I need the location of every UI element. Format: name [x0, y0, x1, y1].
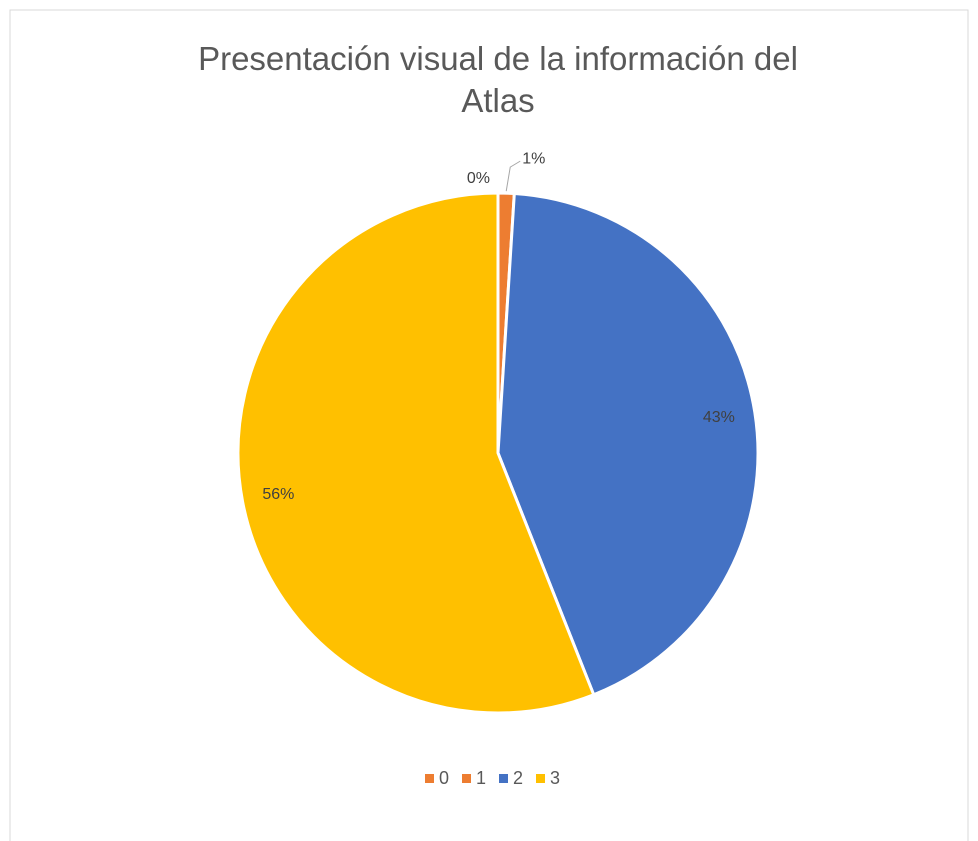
- legend-swatch: [499, 774, 508, 783]
- data-label: 1%: [522, 150, 545, 167]
- legend-label: 1: [476, 768, 486, 788]
- data-label: 56%: [262, 486, 294, 503]
- legend-swatch: [462, 774, 471, 783]
- legend-label: 0: [439, 768, 449, 788]
- legend-label: 3: [550, 768, 560, 788]
- legend-swatch: [425, 774, 434, 783]
- chart-border: [9, 9, 969, 841]
- legend-label: 2: [513, 768, 523, 788]
- pie-slice: [496, 191, 760, 697]
- chart-title: Presentación visual de la información de…: [198, 40, 798, 119]
- leader-line: [505, 160, 521, 192]
- pie-slice: [236, 191, 596, 715]
- data-label: 43%: [703, 409, 735, 426]
- data-label: 0%: [467, 170, 490, 187]
- legend-swatch: [536, 774, 545, 783]
